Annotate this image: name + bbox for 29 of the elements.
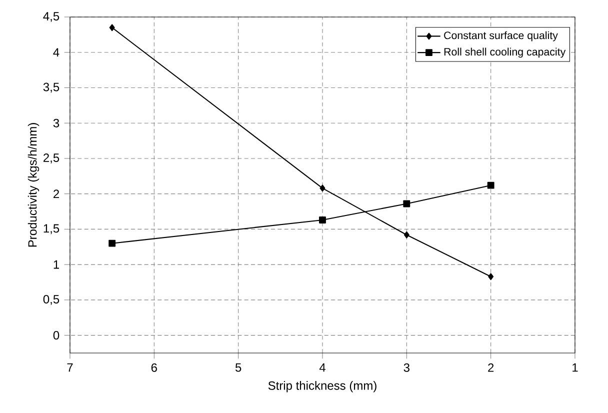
point: [403, 200, 410, 208]
y-tick-label: 3,5: [43, 82, 60, 93]
y-tick-label: 4,5: [43, 12, 60, 22]
y-tick-label: 3: [53, 118, 60, 128]
y-tick-label: 4: [53, 48, 60, 56]
x-tick-label: 1: [572, 363, 578, 372]
legend-label: Roll shell cooling capacity: [444, 48, 566, 58]
point: [320, 184, 326, 192]
x-tick-label: 2: [488, 363, 494, 372]
x-tick-label: 7: [67, 363, 73, 372]
y-tick-label: 2,5: [44, 153, 60, 164]
y-tick-label: 2: [54, 190, 59, 198]
point: [319, 216, 326, 224]
y-tick-label: 1,5: [44, 224, 60, 234]
x-tick-label: 6: [151, 363, 157, 372]
point: [488, 273, 494, 280]
point: [404, 231, 410, 238]
x-tick-label: 3: [404, 363, 410, 372]
point: [109, 24, 115, 32]
y-tick-label: 1: [54, 260, 60, 269]
y-axis-title: Productivity (kgs/h/mm): [28, 123, 40, 247]
x-tick-label: 4: [319, 363, 326, 372]
x-tick-label: 5: [235, 363, 242, 372]
x-axis-title: Strip thickness (mm): [268, 381, 376, 392]
y-tick-label: 0,5: [43, 294, 60, 305]
point: [487, 182, 494, 189]
point: [108, 240, 116, 247]
legend-label: Constant surface quality: [444, 31, 558, 42]
y-tick-label: 0: [53, 331, 60, 340]
